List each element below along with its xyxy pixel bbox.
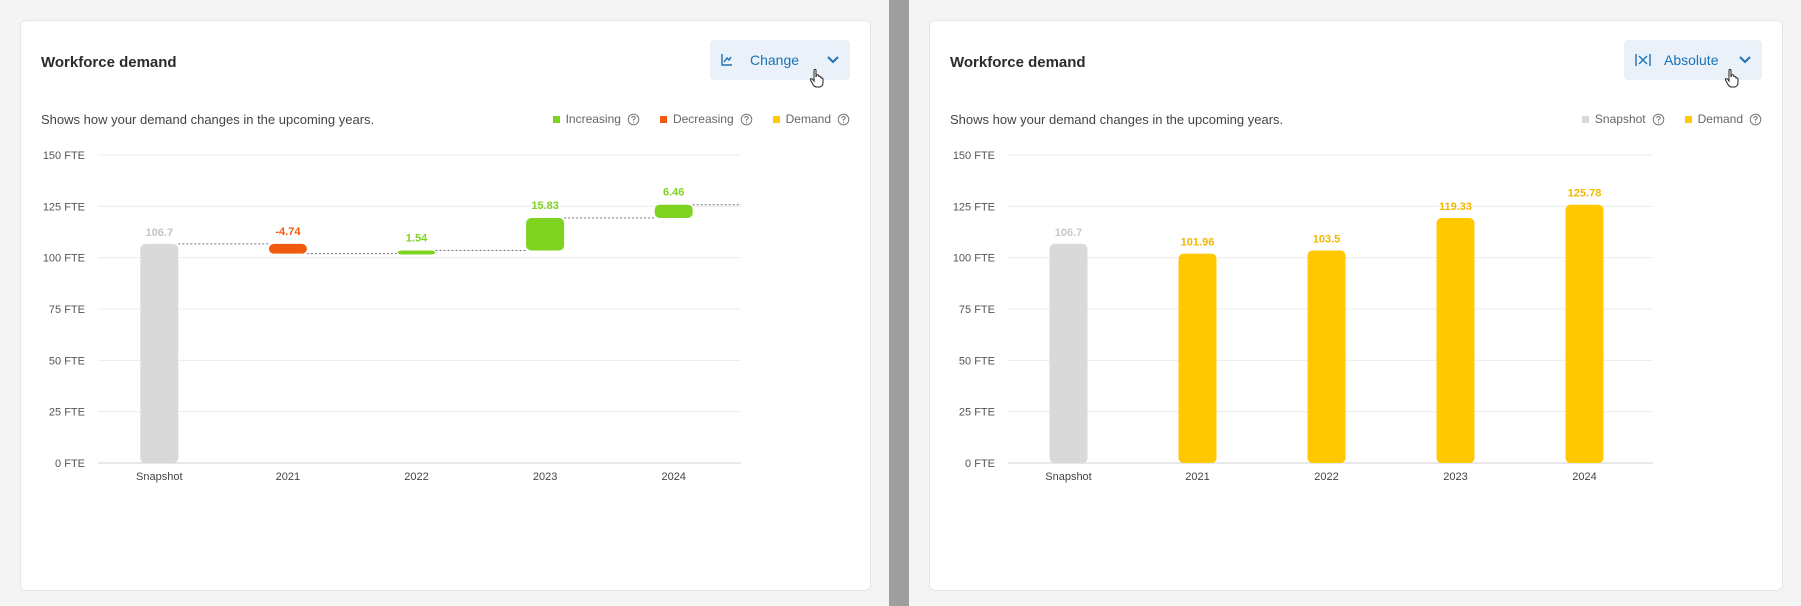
- hand-cursor-icon: [1724, 68, 1739, 88]
- workforce-demand-card-absolute: Workforce demand Absolute Shows how your…: [929, 20, 1783, 591]
- absolute-bar-chart: 0 FTE 25 FTE 50 FTE 75 FTE 100 FTE 125 FTE 150…: [953, 150, 1653, 483]
- card-title: Workforce demand: [950, 54, 1086, 71]
- help-icon[interactable]: [1749, 113, 1762, 126]
- y-tick-label: 100 FTE: [43, 253, 85, 265]
- legend-item-demand: Demand: [1684, 112, 1762, 126]
- legend-swatch: [659, 115, 667, 123]
- bar-change: [654, 204, 693, 218]
- data-label: 1.54: [406, 232, 428, 244]
- legend-label: Snapshot: [1594, 112, 1646, 126]
- legend-label: Demand: [785, 112, 831, 126]
- legend-label: Increasing: [565, 112, 621, 126]
- x-tick-label: 2023: [1443, 471, 1467, 483]
- waterfall-chart: 0 FTE 25 FTE 50 FTE 75 FTE 100 FTE 125 FTE 150…: [43, 150, 741, 483]
- card-title: Workforce demand: [41, 54, 177, 71]
- legend-swatch: [1581, 115, 1589, 123]
- bar: [1178, 253, 1217, 463]
- data-label: 106.7: [146, 227, 174, 239]
- legend-swatch: [552, 115, 560, 123]
- dropdown-label: Change: [750, 52, 800, 68]
- y-tick-label: 0 FTE: [55, 458, 85, 470]
- x-tick-label: 2021: [276, 471, 300, 483]
- bar-change: [268, 243, 307, 254]
- x-tick-label: 2022: [1314, 471, 1338, 483]
- data-label: 103.5: [1313, 233, 1341, 245]
- legend-item-demand: Demand: [772, 112, 850, 126]
- card-subtitle: Shows how your demand changes in the upc…: [41, 112, 375, 127]
- chevron-down-icon: [1739, 56, 1751, 64]
- y-tick-label: 150 FTE: [953, 150, 995, 162]
- y-tick-label: 25 FTE: [959, 407, 995, 419]
- absolute-range-icon: [1635, 54, 1651, 66]
- help-icon[interactable]: [627, 113, 640, 126]
- legend-label: Demand: [1697, 112, 1743, 126]
- legend-label: Decreasing: [672, 112, 734, 126]
- x-tick-label: 2024: [1572, 471, 1596, 483]
- y-tick-label: 0 FTE: [965, 458, 995, 470]
- x-tick-label: Snapshot: [1045, 471, 1091, 483]
- help-icon[interactable]: [740, 113, 753, 126]
- legend-item-increasing: Increasing: [552, 112, 640, 126]
- y-tick-label: 25 FTE: [49, 407, 85, 419]
- data-label: -4.74: [275, 226, 301, 238]
- left-panel: Workforce demand Change Shows how your d…: [0, 0, 889, 606]
- y-tick-label: 125 FTE: [953, 201, 995, 213]
- chart-legend: Snapshot Demand: [1562, 112, 1762, 126]
- data-label: 119.33: [1439, 201, 1472, 213]
- data-label: 101.96: [1181, 237, 1215, 249]
- data-label: 6.46: [663, 187, 684, 199]
- card-subtitle: Shows how your demand changes in the upc…: [950, 112, 1284, 127]
- x-tick-label: 2024: [661, 471, 685, 483]
- y-tick-label: 50 FTE: [959, 355, 995, 367]
- legend-swatch: [772, 115, 780, 123]
- help-icon[interactable]: [837, 113, 850, 126]
- dropdown-label: Absolute: [1664, 52, 1719, 68]
- legend-swatch: [1684, 115, 1692, 123]
- y-tick-label: 100 FTE: [953, 253, 995, 265]
- legend-item-snapshot: Snapshot: [1581, 112, 1665, 126]
- y-tick-label: 50 FTE: [49, 355, 85, 367]
- bar: [1049, 243, 1088, 463]
- bar: [1565, 204, 1604, 463]
- hand-cursor-icon: [809, 68, 824, 88]
- data-label: 106.7: [1055, 227, 1083, 239]
- y-tick-label: 75 FTE: [959, 304, 995, 316]
- legend-item-decreasing: Decreasing: [659, 112, 753, 126]
- chevron-down-icon: [827, 56, 839, 64]
- x-tick-label: Snapshot: [136, 471, 182, 483]
- data-label: 15.83: [531, 200, 559, 212]
- workforce-demand-card-change: Workforce demand Change Shows how your d…: [20, 20, 871, 591]
- y-tick-label: 150 FTE: [43, 150, 85, 162]
- data-label: 125.78: [1568, 188, 1602, 200]
- line-chart-icon: [721, 54, 732, 66]
- view-mode-dropdown[interactable]: Change: [710, 40, 850, 80]
- help-icon[interactable]: [1652, 113, 1665, 126]
- y-tick-label: 75 FTE: [49, 304, 85, 316]
- bar: [1436, 217, 1475, 463]
- y-tick-label: 125 FTE: [43, 201, 85, 213]
- x-tick-label: 2022: [404, 471, 428, 483]
- bar-change: [526, 217, 565, 251]
- bar-change: [397, 250, 436, 255]
- view-mode-dropdown[interactable]: Absolute: [1624, 40, 1762, 80]
- chart-legend: Increasing Decreasing Demand: [533, 112, 850, 126]
- x-tick-label: 2023: [533, 471, 557, 483]
- x-tick-label: 2021: [1185, 471, 1209, 483]
- bar-snapshot: [140, 243, 179, 463]
- right-panel: Workforce demand Absolute Shows how your…: [909, 0, 1801, 606]
- bar: [1307, 250, 1346, 463]
